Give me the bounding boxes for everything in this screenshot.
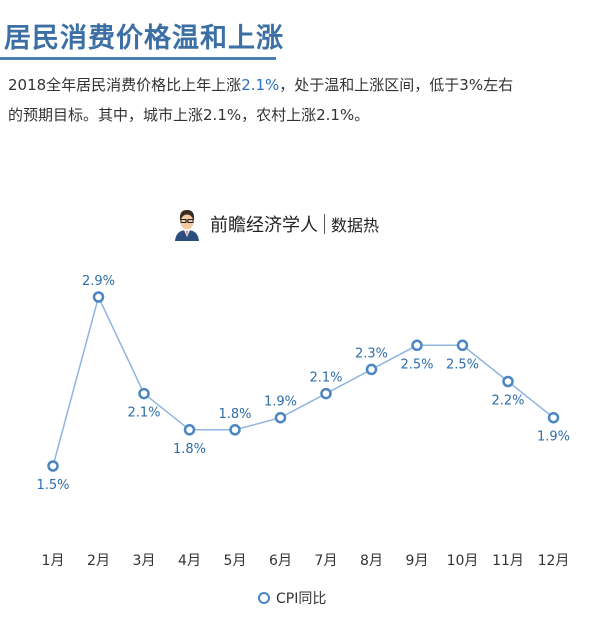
data-point: [229, 424, 241, 436]
data-point: [274, 411, 287, 424]
data-label: 2.1%: [127, 406, 160, 421]
data-label: 1.9%: [264, 395, 297, 410]
page-title: 居民消费价格温和上涨: [4, 23, 284, 54]
data-point: [456, 339, 469, 352]
data-label: 2.9%: [82, 274, 115, 289]
title-underline: [0, 57, 276, 60]
person-avatar-icon: [172, 207, 202, 241]
x-tick-label: 5月: [224, 553, 247, 569]
data-label: 2.5%: [400, 357, 433, 372]
brand-tag: 数据热: [331, 216, 380, 235]
data-point: [320, 387, 332, 400]
x-tick-label: 2月: [87, 553, 110, 569]
data-label: 1.8%: [173, 442, 206, 457]
description-text: 2018全年居民消费价格比上年上涨: [8, 76, 242, 94]
series-line-cpi: [52, 294, 554, 467]
header: 居民消费价格温和上涨: [0, 0, 600, 64]
data-point: [138, 387, 150, 400]
legend-marker: [258, 592, 270, 604]
data-point: [92, 291, 105, 303]
data-point: [547, 411, 560, 424]
data-point: [411, 339, 423, 352]
x-tick-label: 7月: [315, 553, 338, 569]
data-point: [502, 375, 514, 388]
data-label: 2.2%: [491, 394, 524, 409]
x-tick-label: 1月: [42, 553, 65, 569]
highlight-value: 2.1%: [241, 76, 280, 94]
data-label: 2.5%: [446, 357, 479, 372]
description-line-1: 2018全年居民消费价格比上年上涨2.1%，处于温和上涨区间，低于3%左右: [8, 70, 596, 100]
data-label: 2.1%: [309, 371, 342, 386]
brand-name: 前瞻经济学人: [210, 215, 318, 236]
data-label: 1.5%: [36, 478, 69, 493]
data-point: [47, 460, 59, 472]
data-label: 1.9%: [537, 430, 570, 445]
legend: CPI同比: [258, 587, 326, 609]
data-point: [365, 363, 378, 376]
x-tick-label: 3月: [133, 553, 156, 569]
x-tick-label: 11月: [492, 553, 524, 569]
legend-label: CPI同比: [276, 591, 327, 607]
x-tick-label: 9月: [406, 553, 429, 569]
x-tick-label: 10月: [447, 553, 479, 569]
description: 2018全年居民消费价格比上年上涨2.1%，处于温和上涨区间，低于3%左右 的预…: [8, 70, 596, 130]
data-label: 1.8%: [218, 407, 251, 422]
data-point: [183, 424, 196, 436]
x-tick-label: 4月: [178, 553, 201, 569]
brand-divider: [324, 214, 325, 234]
description-line-2: 的预期目标。其中，城市上涨2.1%，农村上涨2.1%。: [8, 106, 370, 124]
x-tick-label: 12月: [538, 553, 570, 569]
x-tick-label: 6月: [269, 553, 292, 569]
data-label: 2.3%: [355, 346, 388, 361]
brand: 前瞻经济学人 数据热: [172, 206, 379, 242]
description-text: ，处于温和上涨区间，低于3%左右: [279, 76, 514, 94]
x-tick-label: 8月: [360, 553, 383, 569]
